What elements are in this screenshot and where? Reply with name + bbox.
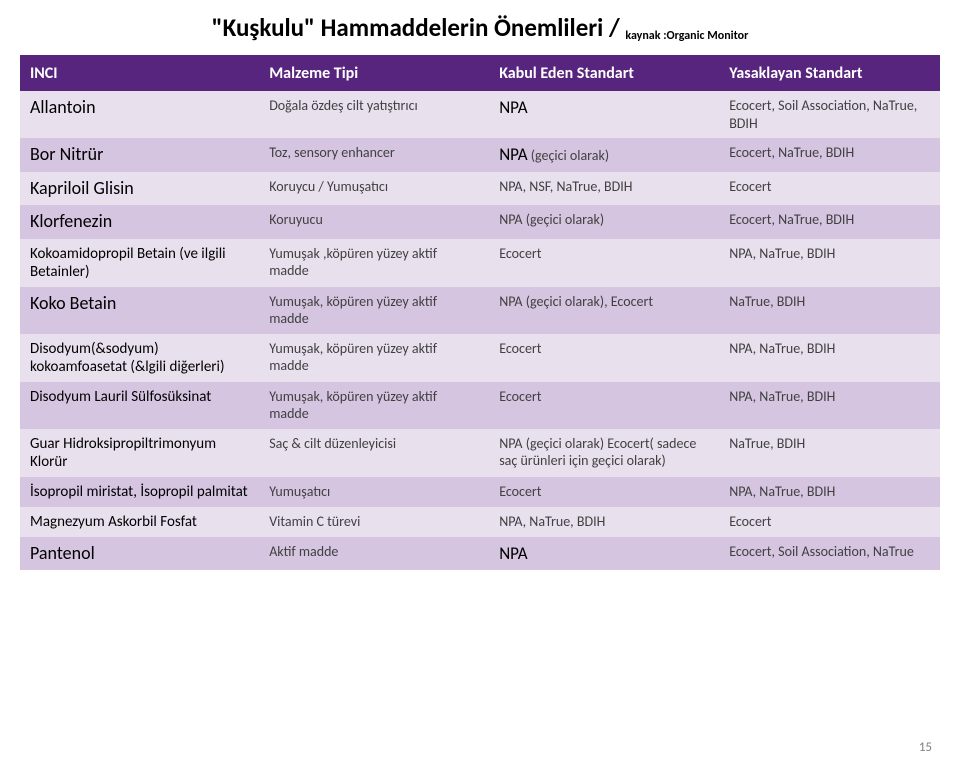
table-header-row: INCI Malzeme Tipi Kabul Eden Standart Ya… <box>20 55 940 91</box>
cell-material: Saç & cilt düzenleyicisi <box>259 429 489 477</box>
cell-inci: İsopropil miristat, İsopropil palmitat <box>20 477 259 507</box>
cell-material: Yumuşak, köpüren yüzey aktif madde <box>259 382 489 429</box>
cell-material: Vitamin C türevi <box>259 507 489 537</box>
cell-material: Aktif madde <box>259 537 489 571</box>
cell-banned: Ecocert, Soil Association, NaTrue, BDIH <box>719 91 940 138</box>
cell-accepted: NPA (geçici olarak) <box>489 138 719 172</box>
table-row: Disodyum Lauril SülfosüksinatYumuşak, kö… <box>20 382 940 429</box>
cell-material: Toz, sensory enhancer <box>259 138 489 172</box>
cell-inci: Koko Betain <box>20 287 259 334</box>
cell-material: Koruyucu <box>259 205 489 239</box>
table-row: Kapriloil GlisinKoruycu / YumuşatıcıNPA,… <box>20 172 940 206</box>
title-main: "Kuşkulu" Hammaddelerin Önemlileri / <box>212 12 626 43</box>
cell-banned: Ecocert <box>719 172 940 206</box>
cell-accepted: Ecocert <box>489 334 719 382</box>
table-row: Bor NitrürToz, sensory enhancerNPA (geçi… <box>20 138 940 172</box>
cell-banned: NaTrue, BDIH <box>719 287 940 334</box>
ingredients-table: INCI Malzeme Tipi Kabul Eden Standart Ya… <box>20 55 940 570</box>
cell-accepted: NPA (geçici olarak), Ecocert <box>489 287 719 334</box>
cell-banned: Ecocert <box>719 507 940 537</box>
cell-inci: Guar Hidroksipropiltrimonyum Klorür <box>20 429 259 477</box>
cell-accepted: Ecocert <box>489 239 719 287</box>
cell-inci: Bor Nitrür <box>20 138 259 172</box>
header-material: Malzeme Tipi <box>259 55 489 91</box>
cell-inci: Pantenol <box>20 537 259 571</box>
cell-accepted: NPA <box>489 91 719 138</box>
cell-inci: Disodyum(&sodyum) kokoamfoasetat (&lgili… <box>20 334 259 382</box>
table-row: PantenolAktif maddeNPAEcocert, Soil Asso… <box>20 537 940 571</box>
cell-banned: Ecocert, Soil Association, NaTrue <box>719 537 940 571</box>
title-sub: kaynak :Organic Monitor <box>625 29 748 43</box>
header-banned: Yasaklayan Standart <box>719 55 940 91</box>
cell-accepted: Ecocert <box>489 477 719 507</box>
header-accepted: Kabul Eden Standart <box>489 55 719 91</box>
cell-material: Yumuşak ,köpüren yüzey aktif madde <box>259 239 489 287</box>
cell-inci: Disodyum Lauril Sülfosüksinat <box>20 382 259 429</box>
cell-accepted: NPA (geçici olarak) <box>489 205 719 239</box>
cell-banned: NPA, NaTrue, BDIH <box>719 239 940 287</box>
table-row: Guar Hidroksipropiltrimonyum KlorürSaç &… <box>20 429 940 477</box>
cell-banned: Ecocert, NaTrue, BDIH <box>719 138 940 172</box>
cell-material: Yumuşatıcı <box>259 477 489 507</box>
cell-accepted: Ecocert <box>489 382 719 429</box>
cell-material: Yumuşak, köpüren yüzey aktif madde <box>259 287 489 334</box>
table-row: Magnezyum Askorbil FosfatVitamin C türev… <box>20 507 940 537</box>
table-row: Koko BetainYumuşak, köpüren yüzey aktif … <box>20 287 940 334</box>
header-inci: INCI <box>20 55 259 91</box>
cell-material: Yumuşak, köpüren yüzey aktif madde <box>259 334 489 382</box>
cell-inci: Magnezyum Askorbil Fosfat <box>20 507 259 537</box>
cell-inci: Allantoin <box>20 91 259 138</box>
table-row: Disodyum(&sodyum) kokoamfoasetat (&lgili… <box>20 334 940 382</box>
cell-banned: Ecocert, NaTrue, BDIH <box>719 205 940 239</box>
cell-banned: NaTrue, BDIH <box>719 429 940 477</box>
cell-inci: Klorfenezin <box>20 205 259 239</box>
cell-banned: NPA, NaTrue, BDIH <box>719 477 940 507</box>
cell-accepted: NPA <box>489 537 719 571</box>
cell-material: Doğala özdeş cilt yatıştırıcı <box>259 91 489 138</box>
page-title: "Kuşkulu" Hammaddelerin Önemlileri / kay… <box>20 12 940 43</box>
cell-accepted: NPA, NSF, NaTrue, BDIH <box>489 172 719 206</box>
cell-accepted: NPA, NaTrue, BDIH <box>489 507 719 537</box>
cell-material: Koruycu / Yumuşatıcı <box>259 172 489 206</box>
table-row: AllantoinDoğala özdeş cilt yatıştırıcıNP… <box>20 91 940 138</box>
cell-inci: Kokoamidopropil Betain (ve ilgili Betain… <box>20 239 259 287</box>
table-row: KlorfenezinKoruyucuNPA (geçici olarak)Ec… <box>20 205 940 239</box>
page-number: 15 <box>919 740 932 755</box>
cell-banned: NPA, NaTrue, BDIH <box>719 334 940 382</box>
cell-accepted: NPA (geçici olarak) Ecocert( sadece saç … <box>489 429 719 477</box>
table-row: Kokoamidopropil Betain (ve ilgili Betain… <box>20 239 940 287</box>
cell-inci: Kapriloil Glisin <box>20 172 259 206</box>
cell-banned: NPA, NaTrue, BDIH <box>719 382 940 429</box>
table-row: İsopropil miristat, İsopropil palmitatYu… <box>20 477 940 507</box>
